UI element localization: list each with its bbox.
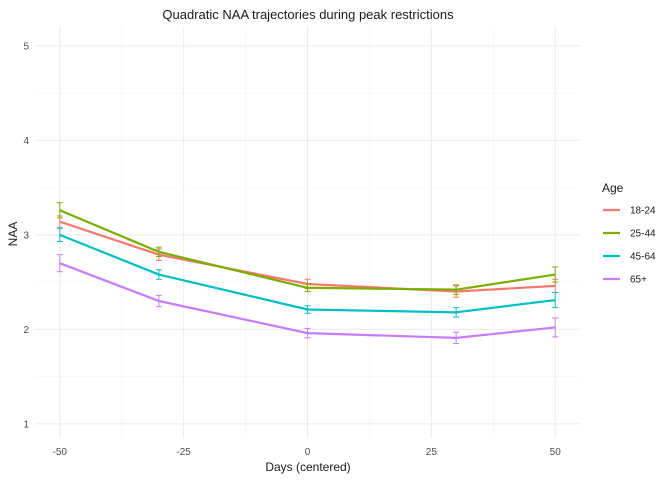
legend-item: 25-44 — [603, 229, 656, 240]
series-group — [56, 227, 559, 318]
series-line — [59, 233, 556, 314]
series-group — [56, 254, 559, 345]
y-tick-label: 5 — [23, 41, 29, 52]
legend-item: 18-24 — [603, 206, 656, 217]
legend-label: 18-24 — [630, 206, 656, 217]
y-axis-title: NAA — [6, 222, 20, 247]
x-tick-label: 25 — [426, 447, 438, 458]
legend-label: 25-44 — [630, 229, 656, 240]
grid — [35, 27, 580, 438]
y-tick-label: 4 — [23, 136, 29, 147]
series-lines — [56, 202, 559, 345]
y-tick-label: 3 — [23, 230, 29, 241]
legend-item: 65+ — [603, 275, 647, 286]
legend-label: 45-64 — [630, 252, 656, 263]
x-tick-label: -50 — [53, 447, 68, 458]
y-tick-labels: 1 2 3 4 5 — [23, 41, 29, 430]
y-tick-label: 2 — [23, 325, 29, 336]
x-tick-label: -25 — [176, 447, 191, 458]
chart-title: Quadratic NAA trajectories during peak r… — [162, 7, 454, 22]
series-group — [56, 202, 559, 295]
legend-items: 18-24 25-44 45-64 65+ — [603, 206, 656, 286]
x-tick-label: 50 — [550, 447, 562, 458]
x-tick-labels: -50 -25 0 25 50 — [53, 447, 562, 458]
series-line — [59, 209, 556, 291]
y-tick-label: 1 — [23, 419, 29, 430]
legend-label: 65+ — [630, 275, 647, 286]
error-bar — [56, 227, 63, 242]
x-axis-title: Days (centered) — [265, 460, 350, 474]
series-line — [59, 262, 556, 339]
legend-title: Age — [602, 181, 624, 195]
legend-item: 45-64 — [603, 252, 656, 263]
legend: Age 18-24 25-44 45-64 65+ — [602, 181, 656, 286]
x-tick-label: 0 — [305, 447, 311, 458]
